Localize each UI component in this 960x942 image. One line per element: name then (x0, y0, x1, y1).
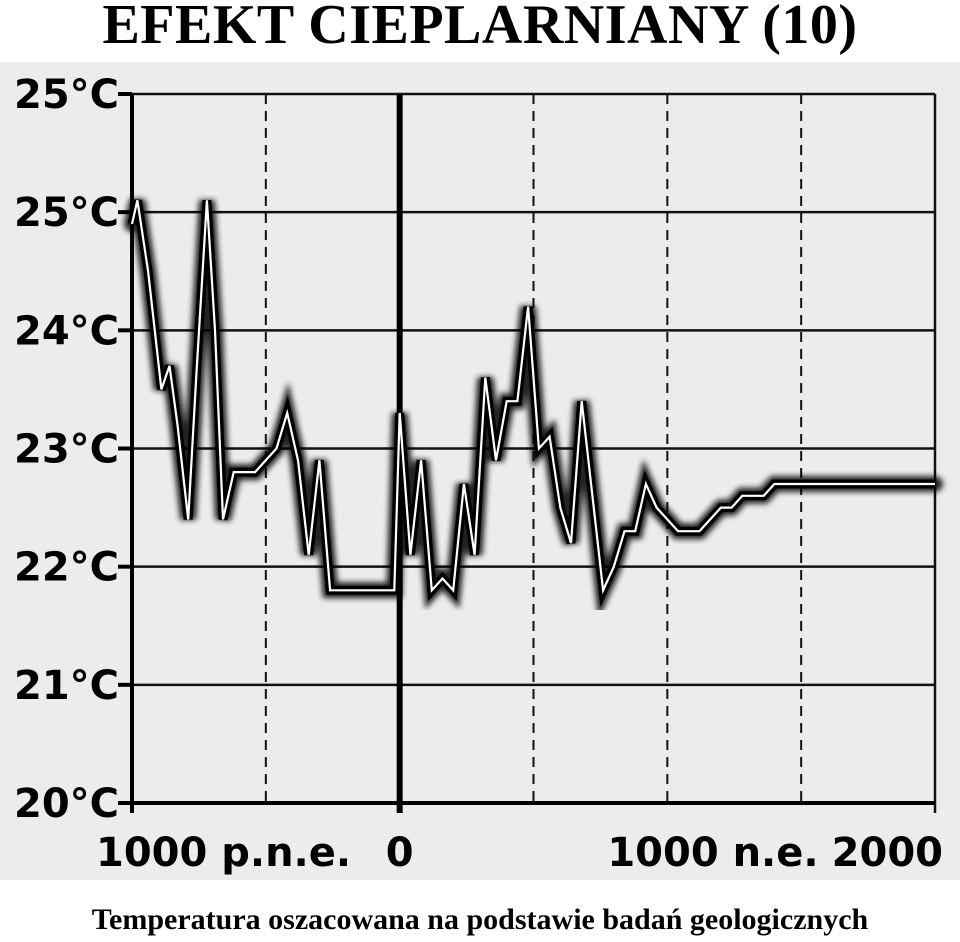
y-tick-label: 21°C (14, 663, 119, 709)
chart-svg: 25°C 25°C 24°C 23°C 22°C 21°C 20°C 1000 p.n.e.… (14, 72, 943, 876)
axes (118, 92, 935, 813)
y-tick-label: 20°C (14, 781, 119, 827)
x-tick-label: 1000 p.n.e. (96, 830, 351, 876)
y-tick-label: 22°C (14, 545, 119, 591)
y-tick-label: 25°C (14, 72, 119, 118)
x-tick-label: 0 (386, 830, 414, 876)
x-tick-labels: 1000 p.n.e. 0 1000 n.e. 2000 (96, 830, 943, 876)
temperature-chart: 25°C 25°C 24°C 23°C 22°C 21°C 20°C 1000 p.n.e.… (0, 62, 960, 880)
y-tick-label: 24°C (14, 308, 119, 354)
x-tick-label: 2000 (832, 830, 943, 876)
series-line (127, 199, 935, 608)
series-temperature (124, 198, 943, 621)
series-line-core (130, 200, 935, 595)
figure-caption: Temperatura oszacowana na podstawie bada… (91, 903, 869, 936)
y-tick-label: 25°C (14, 190, 119, 236)
y-tick-label: 23°C (14, 427, 119, 473)
x-tick-label: 1000 n.e. (607, 830, 818, 876)
page-title: EFEKT CIEPLARNIANY (10) (102, 0, 858, 56)
y-tick-labels: 25°C 25°C 24°C 23°C 22°C 21°C 20°C (14, 72, 119, 827)
